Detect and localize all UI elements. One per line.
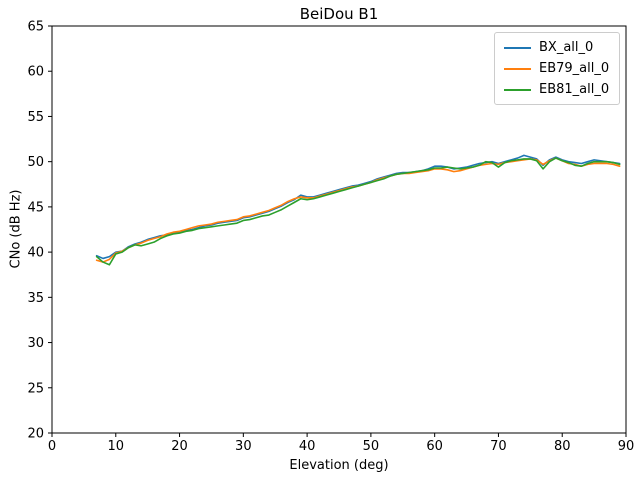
x-tick-label: 10 — [108, 439, 125, 454]
y-tick-label: 60 — [27, 65, 44, 80]
legend-label: BX_all_0 — [539, 40, 594, 55]
x-axis-label: Elevation (deg) — [289, 458, 389, 473]
x-tick-label: 20 — [171, 439, 188, 454]
x-tick-label: 90 — [618, 439, 635, 454]
series-line-BX_all_0 — [95, 154, 621, 260]
legend-label: EB79_all_0 — [539, 61, 610, 76]
chart-title: BeiDou B1 — [299, 5, 379, 23]
y-tick-label: 55 — [27, 110, 44, 125]
y-tick-label: 40 — [27, 246, 44, 261]
legend-item-EB81_all_0: EB81_all_0 — [495, 79, 619, 100]
series-line-EB79_all_0 — [95, 157, 621, 263]
x-tick-label: 70 — [490, 439, 507, 454]
legend-label: EB81_all_0 — [539, 82, 610, 97]
x-tick-label: 80 — [554, 439, 571, 454]
legend-line-swatch — [504, 67, 531, 70]
y-axis-label: CNo (dB Hz) — [8, 189, 24, 269]
y-tick-label: 35 — [27, 291, 44, 306]
x-tick-label: 0 — [48, 439, 56, 454]
legend-item-BX_all_0: BX_all_0 — [495, 37, 619, 58]
legend-line-swatch — [504, 46, 531, 49]
y-tick-label: 45 — [27, 200, 44, 215]
series-line-EB81_all_0 — [95, 157, 621, 266]
y-tick-label: 25 — [27, 381, 44, 396]
x-tick-label: 30 — [235, 439, 252, 454]
legend-item-EB79_all_0: EB79_all_0 — [495, 58, 619, 79]
y-tick-label: 20 — [27, 427, 44, 442]
legend-line-swatch — [504, 88, 531, 91]
y-tick-label: 50 — [27, 155, 44, 170]
axes-spines — [51, 25, 627, 434]
x-tick-label: 40 — [299, 439, 316, 454]
y-tick-label: 65 — [27, 20, 44, 35]
y-tick-label: 30 — [27, 336, 44, 351]
x-tick-label: 60 — [426, 439, 443, 454]
legend: BX_all_0 EB79_all_0 EB81_all_0 — [494, 32, 620, 105]
x-tick-label: 50 — [363, 439, 380, 454]
